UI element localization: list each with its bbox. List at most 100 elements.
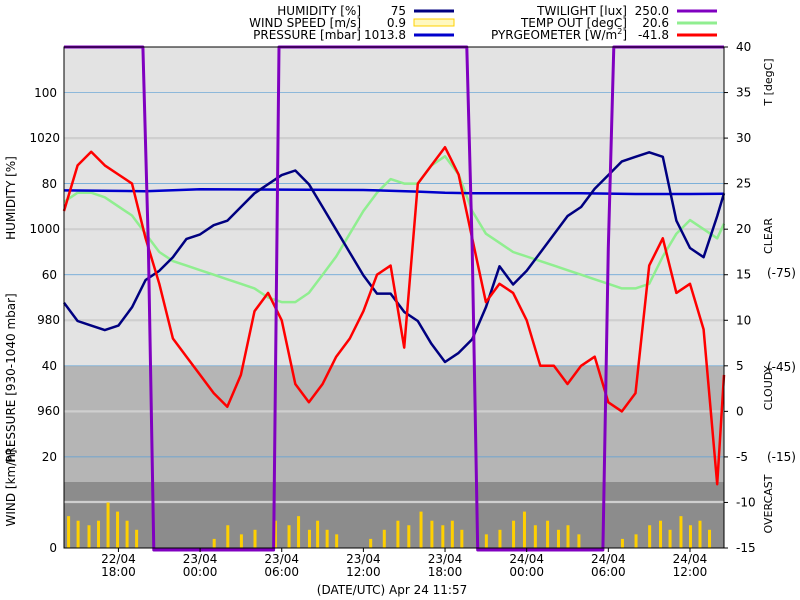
legend-pressure-value: 1013.8	[364, 28, 406, 42]
date-tick-label: 23/04	[183, 552, 218, 566]
wind-speed-bar	[125, 520, 129, 548]
wind-speed-bar	[566, 525, 570, 548]
legend-pyrgeometer-name-suffix: ]	[622, 28, 627, 42]
wind-speed-bar	[297, 516, 301, 548]
legend-pyrgeometer-name: PYRGEOMETER [W/m2]	[491, 27, 627, 42]
time-tick-label: 18:00	[101, 565, 136, 579]
date-tick-label: 22/04	[101, 552, 136, 566]
wind-speed-bar	[335, 534, 339, 548]
wind-speed-bar	[67, 516, 71, 548]
wind-speed-bar	[577, 534, 581, 548]
overcast-label: OVERCAST	[762, 474, 775, 533]
sky-mark-overcast: (-15)	[767, 450, 796, 464]
wind-speed-bar	[498, 529, 502, 548]
plot-area-cloudy	[64, 366, 724, 482]
wind-speed-bar	[708, 529, 712, 548]
wind-speed-bar	[522, 511, 526, 548]
sky-mark-cloudy: (-45)	[767, 360, 796, 374]
wind-speed-bar	[688, 525, 692, 548]
wind-speed-bar	[273, 520, 277, 548]
legend-twilight-name: TWILIGHT [lux]	[536, 4, 627, 18]
wind-speed-bar	[407, 525, 411, 548]
wind-speed-bar	[512, 520, 516, 548]
wind-speed-bar	[668, 529, 672, 548]
wind-speed-bar	[226, 525, 230, 548]
wind-speed-bar	[316, 520, 320, 548]
wind-speed-bar	[419, 511, 423, 548]
time-tick-label: 00:00	[183, 565, 218, 579]
legend-wind-swatch	[413, 18, 455, 27]
legend-pyrgeometer-value: -41.8	[638, 28, 669, 42]
wind-speed-bar	[116, 511, 120, 548]
wind-speed-bar	[450, 520, 454, 548]
humidity-tick-label: 100	[34, 86, 57, 100]
temp-tick-label: 10	[736, 313, 751, 327]
wind-speed-bar	[135, 529, 139, 548]
time-tick-label: 00:00	[509, 565, 544, 579]
wind-tick-label: 20	[42, 450, 57, 464]
temp-tick-label: 25	[736, 177, 751, 191]
legend-twilight-value: 250.0	[635, 4, 669, 18]
wind-speed-bar	[239, 534, 243, 548]
legend-wind-name: WIND SPEED [m/s]	[249, 16, 361, 30]
wind-speed-bar	[698, 520, 702, 548]
right-axis-ticks: 40 35 30 25 20 15 10 5 0 -5 -10 -15	[724, 40, 756, 555]
wind-speed-bar	[76, 520, 80, 548]
time-tick-label: 12:00	[346, 565, 381, 579]
legend-temp-name: TEMP OUT [degC]	[520, 16, 627, 30]
sky-mark-clear: (-75)	[767, 266, 796, 280]
wind-speed-bar	[382, 529, 386, 548]
wind-speed-bar	[556, 529, 560, 548]
date-tick-label: 24/04	[591, 552, 626, 566]
wind-speed-bar	[620, 538, 624, 548]
wind-speed-bar	[212, 538, 216, 548]
wind-speed-bar	[546, 520, 550, 548]
wind-tick-label: 0	[49, 541, 57, 555]
temp-tick-label: 20	[736, 222, 751, 236]
pressure-axis-label: PRESSURE [930-1040 mbar]	[4, 293, 18, 462]
pressure-tick-label: 1020	[29, 131, 60, 145]
clear-label: CLEAR	[762, 218, 775, 254]
pyrgeometer-line	[62, 145, 726, 486]
legend-pyrgeometer-name-prefix: PYRGEOMETER [W/m	[491, 28, 617, 42]
pressure-line	[63, 187, 725, 196]
legend-pressure-name: PRESSURE [mbar]	[253, 28, 361, 42]
plot-area-overcast	[64, 482, 724, 548]
pressure-tick-label: 980	[37, 313, 60, 327]
humidity-axis-label: HUMIDITY [%]	[4, 156, 18, 240]
temp-tick-label: 0	[736, 404, 744, 418]
time-tick-label: 06:00	[591, 565, 626, 579]
temp-tick-label: 5	[736, 359, 744, 373]
temp-tick-label: 30	[736, 131, 751, 145]
wind-speed-bar	[679, 516, 683, 548]
wind-speed-bar	[648, 525, 652, 548]
wind-speed-bar	[430, 520, 434, 548]
temp-tick-label: 15	[736, 268, 751, 282]
date-tick-label: 23/04	[428, 552, 463, 566]
timestamp-label: (DATE/UTC) Apr 24 11:57	[317, 583, 467, 597]
cloudy-label: CLOUDY	[762, 365, 775, 410]
humidity-tick-label: 80	[42, 177, 57, 191]
wind-speed-bar	[634, 534, 638, 548]
plot-area-clear	[64, 47, 724, 366]
temp-out-line	[63, 155, 726, 304]
wind-speed-bar	[460, 529, 464, 548]
pressure-tick-label: 960	[37, 404, 60, 418]
temp-tick-label: -10	[736, 495, 756, 509]
legend-wind-value: 0.9	[387, 16, 406, 30]
time-tick-label: 12:00	[673, 565, 708, 579]
humidity-tick-label: 40	[42, 359, 57, 373]
wind-speed-bar	[441, 525, 445, 548]
wind-speed-bar	[325, 529, 329, 548]
date-tick-label: 24/04	[673, 552, 708, 566]
legend-temp-value: 20.6	[642, 16, 669, 30]
date-tick-label: 23/04	[264, 552, 299, 566]
humidity-tick-label: 60	[42, 268, 57, 282]
temperature-axis-label: T [degC]	[762, 58, 775, 106]
wind-speed-bar	[369, 538, 373, 548]
wind-speed-bar	[253, 529, 257, 548]
grid	[64, 92, 724, 504]
wind-speed-bar	[396, 520, 400, 548]
temp-tick-label: 40	[736, 40, 751, 54]
